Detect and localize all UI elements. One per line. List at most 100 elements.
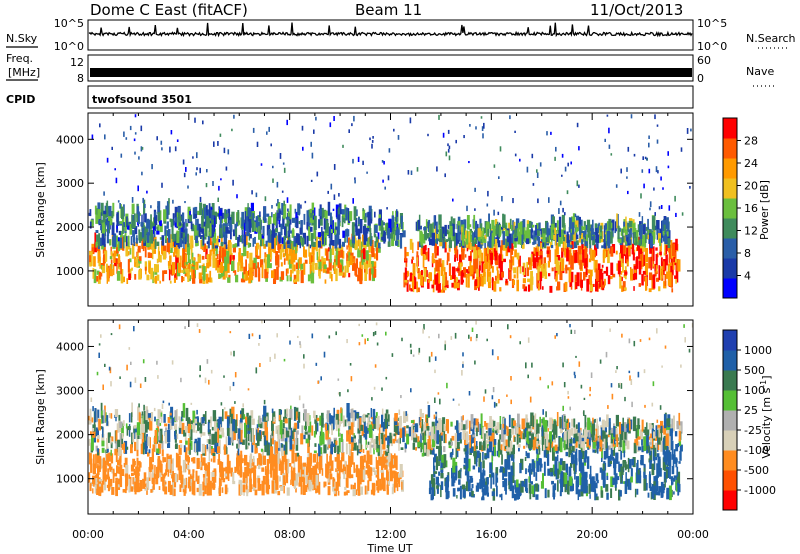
velocity-cell bbox=[295, 473, 299, 486]
velocity-cell bbox=[88, 438, 91, 446]
velocity-cell bbox=[656, 479, 658, 491]
velocity-cell bbox=[182, 459, 186, 473]
power-cell bbox=[477, 237, 481, 247]
velocity-cell bbox=[595, 493, 598, 497]
power-cell bbox=[557, 230, 559, 236]
power-cell bbox=[374, 225, 378, 234]
velocity-cell bbox=[185, 477, 188, 488]
power-cell bbox=[344, 230, 346, 243]
velocity-cell bbox=[190, 420, 193, 425]
power-cell bbox=[481, 126, 484, 131]
power-cell bbox=[150, 229, 153, 244]
power-cell bbox=[446, 229, 449, 235]
velocity-cell bbox=[306, 413, 310, 427]
power-cell bbox=[154, 211, 157, 217]
power-cell bbox=[295, 211, 298, 219]
velocity-cell bbox=[641, 435, 643, 446]
power-cell bbox=[351, 235, 355, 244]
power-cell bbox=[217, 260, 220, 270]
power-cell bbox=[227, 277, 231, 283]
velocity-cell bbox=[528, 483, 532, 494]
velocity-cell bbox=[265, 470, 269, 484]
velocity-cell bbox=[367, 441, 370, 445]
power-cell bbox=[593, 250, 596, 258]
power-cell bbox=[344, 204, 347, 218]
power-cell bbox=[448, 231, 452, 239]
power-cell bbox=[159, 237, 163, 240]
velocity-cell bbox=[304, 431, 308, 435]
power-cell bbox=[418, 241, 421, 248]
power-cell bbox=[611, 219, 615, 231]
power-cell bbox=[101, 223, 105, 239]
power-cell bbox=[164, 270, 168, 274]
velocity-cell bbox=[417, 441, 421, 447]
power-cell bbox=[564, 235, 567, 249]
power-cell bbox=[230, 252, 233, 261]
velocity-cell bbox=[325, 430, 329, 440]
power-cell bbox=[104, 250, 108, 262]
velocity-cell bbox=[221, 461, 224, 470]
power-cell bbox=[551, 236, 553, 245]
power-cell bbox=[202, 120, 204, 125]
power-cell bbox=[303, 213, 306, 225]
power-cell bbox=[512, 220, 514, 235]
power-cell bbox=[364, 216, 367, 223]
velocity-cell bbox=[653, 444, 657, 457]
power-cell bbox=[196, 218, 199, 231]
power-cell bbox=[482, 133, 484, 139]
velocity-cell bbox=[101, 480, 104, 484]
power-cell bbox=[476, 276, 479, 288]
power-cell bbox=[93, 256, 96, 267]
power-cell bbox=[264, 256, 267, 271]
power-cell bbox=[604, 223, 608, 231]
velocity-cell bbox=[297, 462, 301, 473]
velocity-cell bbox=[386, 456, 389, 471]
velocity-cell bbox=[119, 452, 122, 463]
velocity-cell bbox=[328, 472, 330, 483]
velocity-cell bbox=[284, 460, 289, 471]
power-cell bbox=[190, 245, 192, 250]
velocity-cell bbox=[196, 457, 200, 469]
power-cell bbox=[463, 267, 467, 278]
velocity-cell bbox=[625, 472, 627, 487]
power-cell bbox=[485, 225, 488, 237]
velocity-cell bbox=[583, 479, 587, 494]
velocity-cell bbox=[158, 431, 161, 441]
velocity-cell bbox=[114, 448, 118, 456]
velocity-cell bbox=[236, 443, 240, 449]
power-cell bbox=[454, 257, 456, 262]
power-cell bbox=[263, 206, 266, 219]
power-cell bbox=[191, 266, 195, 270]
velocity-cell bbox=[473, 445, 477, 459]
velocity-cell bbox=[302, 462, 307, 467]
velocity-cell bbox=[157, 458, 159, 473]
velocity-cell bbox=[126, 446, 129, 450]
velocity-cell bbox=[178, 465, 182, 481]
power-cell bbox=[158, 220, 162, 227]
velocity-cell bbox=[629, 459, 632, 469]
power-cell bbox=[267, 254, 270, 268]
power-cell bbox=[141, 147, 144, 150]
velocity-cell bbox=[546, 453, 550, 466]
power-cell bbox=[567, 162, 569, 167]
power-cell bbox=[337, 248, 341, 259]
power-cell bbox=[354, 177, 356, 180]
power-cell bbox=[634, 269, 637, 273]
velocity-cell bbox=[238, 481, 242, 496]
velocity-cell bbox=[257, 432, 260, 446]
power-cell bbox=[199, 265, 202, 269]
velocity-cell bbox=[263, 405, 267, 418]
velocity-cell bbox=[271, 461, 274, 471]
power-cell bbox=[235, 274, 239, 283]
power-cell bbox=[368, 241, 372, 252]
power-cell bbox=[681, 212, 684, 216]
velocity-cell bbox=[447, 491, 450, 498]
velocity-cell bbox=[386, 469, 389, 481]
velocity-cell bbox=[106, 453, 109, 466]
power-cell bbox=[318, 270, 321, 279]
power-cell bbox=[638, 260, 642, 275]
power-cell bbox=[298, 235, 303, 246]
velocity-cell bbox=[485, 441, 487, 451]
velocity-cell bbox=[197, 437, 201, 452]
velocity-cell bbox=[337, 460, 340, 470]
